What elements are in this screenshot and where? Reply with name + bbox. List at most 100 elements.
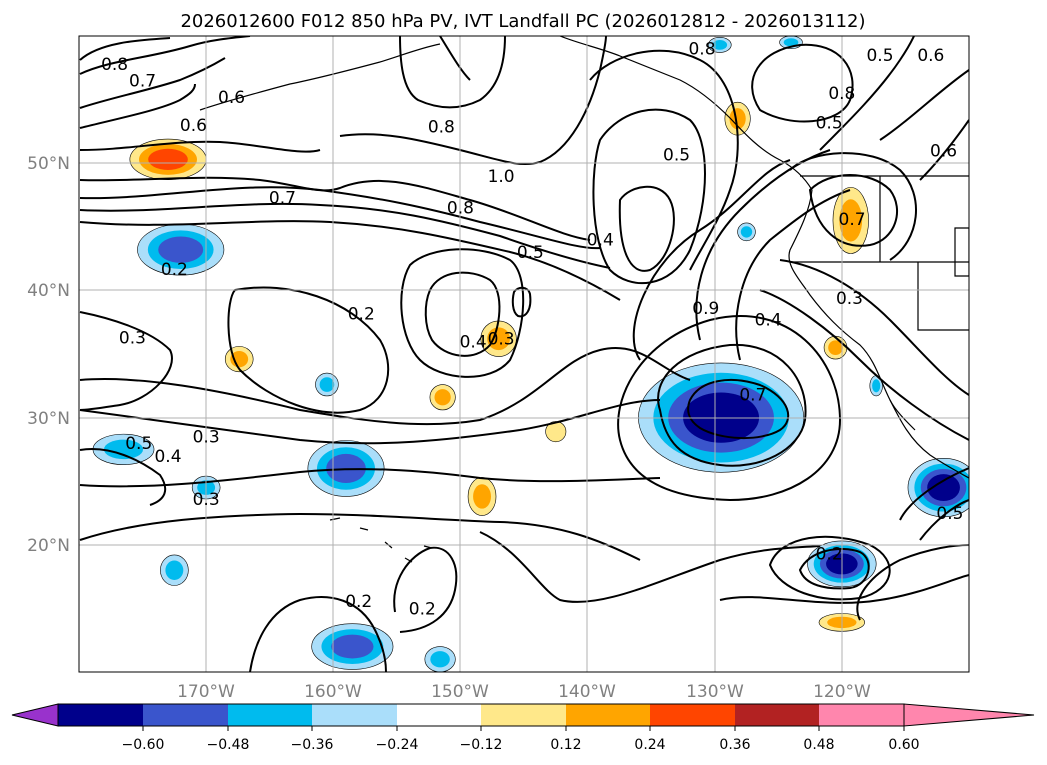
contour-line [79,36,251,75]
negative-anomaly-patch [319,377,335,392]
contour-label: 0.8 [447,199,474,219]
contour-label: 0.2 [816,545,843,565]
contour-line [79,399,661,445]
lon-label-170w: 170°W [177,682,235,702]
contour-label: 0.7 [129,72,156,92]
positive-anomaly-patch [473,484,491,509]
positive-anomaly-patch [729,108,746,130]
contour-line [79,347,691,426]
positive-anomaly-patch [839,199,863,242]
colorbar-tick-label: −0.60 [122,737,165,753]
colorbar-tick-label: 0.36 [719,737,750,753]
colorbar-tick-label: −0.12 [460,737,503,753]
aleutian-islands [199,43,441,111]
contour-line [79,57,226,109]
contour-label: 0.3 [836,289,863,309]
lat-label-20n: 20°N [27,536,70,556]
contour-label: 0.3 [193,490,220,510]
negative-anomaly-patch [783,38,799,47]
contour-label: 0.5 [936,504,963,524]
contour-line [632,159,791,361]
contour-label: 0.6 [180,116,207,136]
contour-line [79,140,321,153]
contour-label: 0.3 [119,328,146,348]
contour-label: 0.3 [193,428,220,448]
negative-anomaly-patch [331,634,374,659]
contour-label: 0.4 [755,311,782,331]
state-border [954,227,969,277]
colorbar-tick-label: −0.36 [291,737,334,753]
longitude-labels: 170°W 160°W 150°W 140°W 130°W 120°W [177,682,871,702]
latitude-labels: 50°N 40°N 30°N 20°N [27,154,70,556]
colorbar-segment [228,704,312,726]
colorbar-segment [481,704,566,726]
contour-line [479,531,821,603]
contour-line [79,512,641,561]
colorbar-segment [143,704,228,726]
colorbar-segment [312,704,397,726]
contour-label: 0.8 [828,84,855,104]
colorbar-segment [566,704,650,726]
contour-label: 0.3 [488,330,515,350]
contour-line [79,468,661,488]
contour-line [618,185,675,272]
contour-label: 0.5 [125,434,152,454]
contour-label: 0.7 [269,189,296,209]
contour-line [919,119,969,181]
contour-line [79,186,601,250]
positive-anomaly-patch [434,389,451,406]
contour-label: 0.2 [345,592,372,612]
lon-label-150w: 150°W [431,682,489,702]
contour-line [592,108,706,284]
contour-label: 0.2 [409,599,436,619]
state-border [917,262,969,331]
lon-label-160w: 160°W [304,682,362,702]
contour-line [249,596,387,672]
contour-label: 0.6 [218,88,245,108]
positive-anomaly-patch [487,327,510,351]
colorbar-tick-label: 0.60 [888,737,919,753]
contour-line [879,69,969,141]
contour-line [399,36,506,109]
lon-label-140w: 140°W [558,682,616,702]
contour-label: 0.2 [161,260,188,280]
contour-label: 1.0 [488,167,515,187]
contour-line [79,176,591,241]
colorbar-segment [735,704,819,726]
colorbar: −0.60 −0.48 −0.36 −0.24 −0.12 0.12 0.24 … [11,703,1035,753]
contour-label: 0.6 [930,141,957,161]
lat-label-40n: 40°N [27,281,70,301]
lat-label-30n: 30°N [27,409,70,429]
contour-line [511,286,532,318]
contour-line [819,36,915,151]
contour-label: 0.8 [688,40,715,60]
contour-line [779,259,969,396]
contour-line [899,467,969,521]
colorbar-segment [58,704,143,726]
colorbar-extend-high [903,703,1035,727]
colorbar-tick-label: −0.48 [207,737,250,753]
contour-labels: 0.80.70.60.6 0.81.00.70.80.50.40.50.8 0.5 0… [101,40,963,620]
graticule [79,36,969,672]
contour-label: 0.2 [348,304,375,324]
contour-label: 0.5 [517,243,544,263]
colorbar-segment [650,704,735,726]
contour-line [439,36,471,81]
alaska-coastline [559,36,813,191]
lon-label-130w: 130°W [686,682,744,702]
contour-line [759,289,969,441]
negative-anomaly-patch [103,439,144,460]
contour-label: 0.5 [816,113,843,133]
contour-label: 0.4 [587,231,614,251]
plot-area: 0.80.70.60.6 0.81.00.70.80.50.40.50.8 0.5 0… [79,36,969,672]
plot-title: 2026012600 F012 850 hPa PV, IVT Landfall… [180,11,865,32]
north-america-coastline [788,189,969,479]
colorbar-tick-label: 0.48 [803,737,834,753]
contour-label: 0.4 [154,447,181,467]
positive-anomaly-patch [828,340,843,355]
pv-contours [79,36,969,672]
contour-line [79,311,173,411]
colorbar-tick-label: −0.24 [376,737,419,753]
contour-label: 0.6 [917,46,944,66]
